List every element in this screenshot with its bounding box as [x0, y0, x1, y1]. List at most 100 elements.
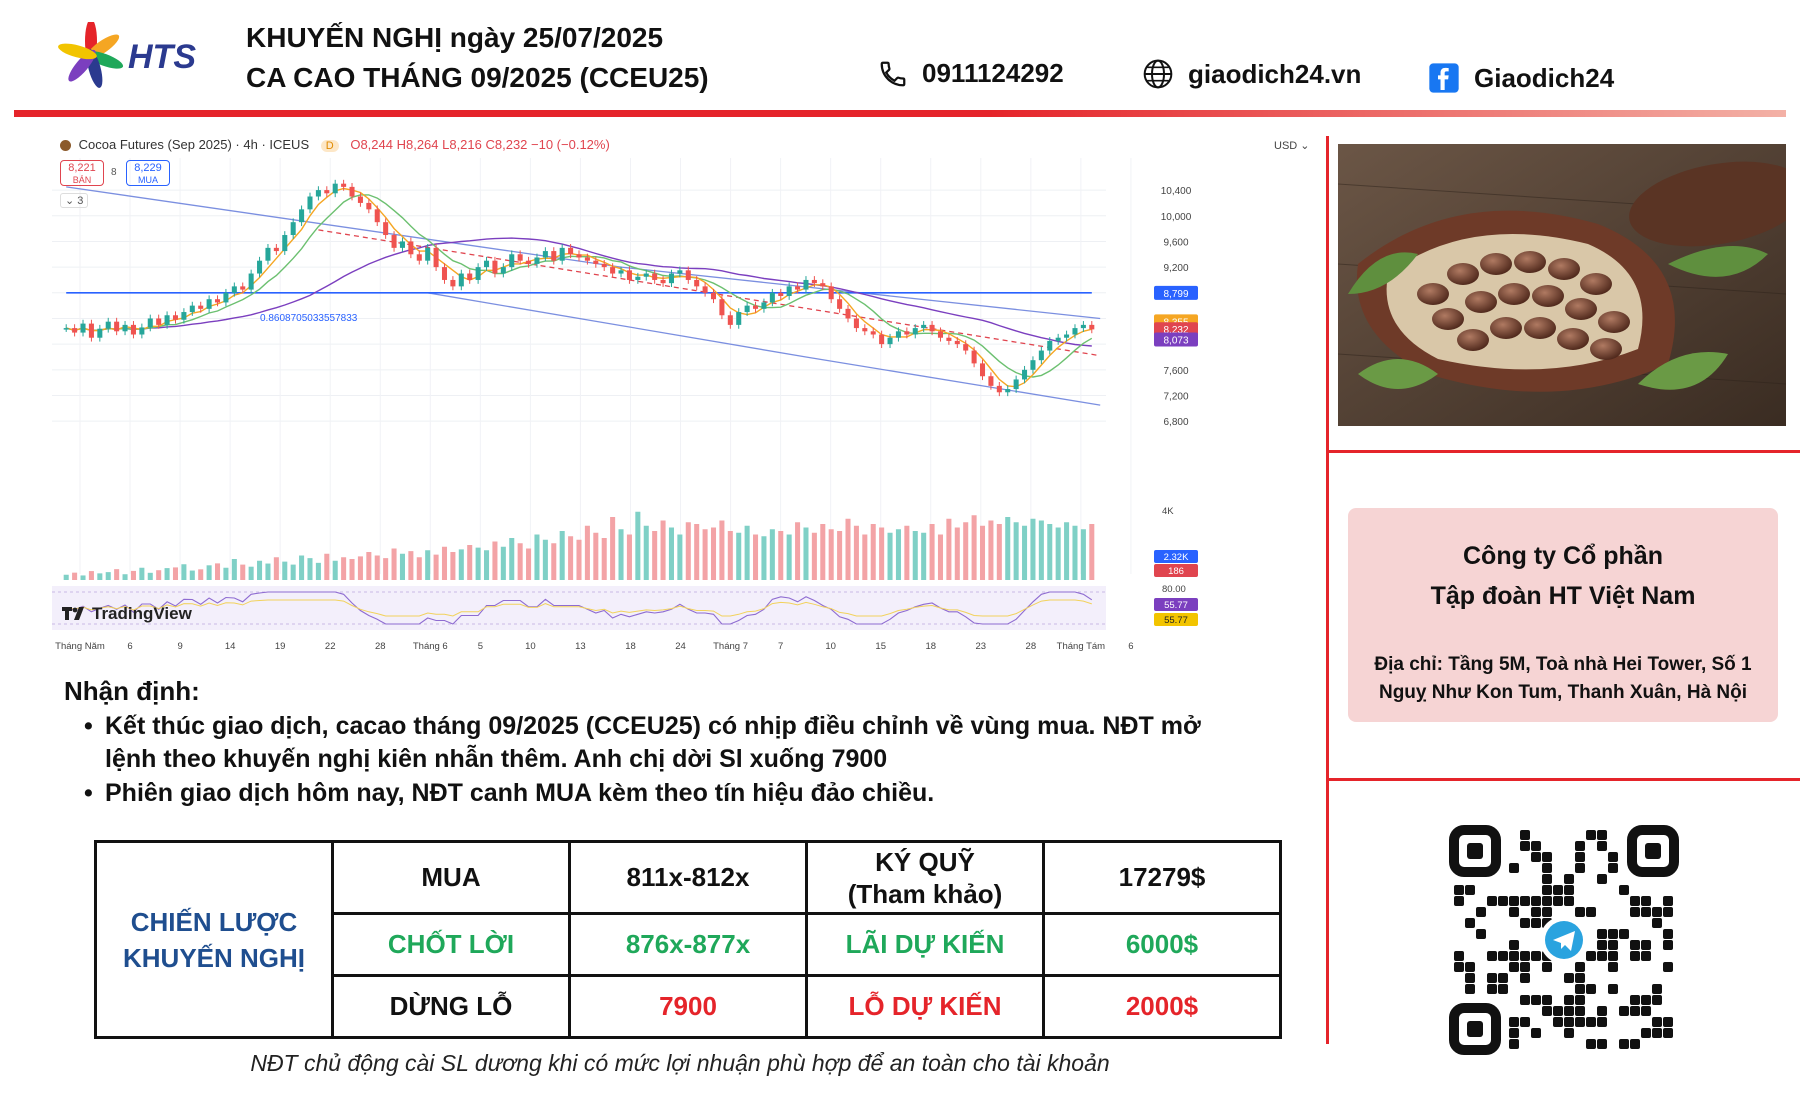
candle-body	[887, 337, 893, 345]
buy-button[interactable]: 8,229 MUA	[126, 160, 170, 186]
qr-cell	[1630, 896, 1640, 906]
sell-label: BÁN	[72, 175, 92, 185]
candle-body	[341, 183, 347, 187]
x-tick-label: 22	[325, 641, 336, 652]
candle-body	[526, 260, 532, 264]
qr-cell	[1663, 929, 1673, 939]
volume-bar	[626, 534, 632, 580]
volume-bar	[273, 557, 279, 580]
qr-cell	[1597, 1006, 1607, 1016]
volume-bar	[391, 548, 397, 580]
candle-body	[988, 376, 994, 386]
volume-bar	[315, 562, 321, 580]
website-text: giaodich24.vn	[1188, 58, 1362, 89]
volume-bar	[618, 529, 624, 580]
qr-cell	[1641, 951, 1651, 961]
qr-cell	[1630, 951, 1640, 961]
volume-badge-text: 2.32K	[1164, 552, 1189, 563]
candle-body	[626, 270, 632, 280]
volume-bar	[1080, 529, 1086, 580]
volume-bar	[593, 532, 599, 580]
candle-body	[837, 299, 843, 309]
qr-cell	[1630, 1039, 1640, 1049]
facebook-link[interactable]: Giaodich24	[1428, 62, 1614, 94]
volume-badge-text: 186	[1168, 566, 1184, 577]
indicator-toggle[interactable]: ⌄ 3	[60, 193, 89, 208]
strategy-table: CHIẾN LƯỢC KHUYẾN NGHỊ MUA 811x-812x KÝ …	[94, 840, 1282, 1039]
volume-bar	[744, 525, 750, 580]
website-link[interactable]: giaodich24.vn	[1142, 58, 1361, 90]
facebook-icon	[1429, 63, 1459, 93]
interval-badge[interactable]: D	[320, 140, 339, 152]
candle-body	[643, 273, 649, 277]
qr-cell	[1586, 951, 1596, 961]
volume-bar	[988, 520, 994, 580]
volume-bar	[105, 572, 111, 580]
x-tick-label: 10	[825, 641, 836, 652]
volume-tick-label: 4K	[1162, 506, 1174, 517]
currency-select[interactable]: USD ⌄	[1274, 140, 1310, 152]
volume-bar	[904, 525, 910, 580]
price-label-badge	[1154, 332, 1198, 347]
candle-body	[399, 241, 405, 248]
qr-cell	[1476, 907, 1486, 917]
volume-badge	[1154, 564, 1198, 577]
qr-cell	[1597, 1039, 1607, 1049]
commentary-line-2: lệnh theo khuyến nghị kiên nhẫn thêm. An…	[105, 745, 888, 773]
x-tick-label: 18	[925, 641, 936, 652]
price-label-text: 8,073	[1163, 335, 1188, 346]
commentary-line-1: Kết thúc giao dịch, cacao tháng 09/2025 …	[105, 712, 1201, 740]
x-tick-label: 28	[1026, 641, 1037, 652]
volume-bar	[954, 527, 960, 580]
volume-bar	[568, 536, 574, 580]
candle-body	[979, 363, 986, 377]
candle-body	[668, 273, 674, 284]
volume-bar	[240, 564, 246, 580]
volume-bar	[172, 567, 179, 580]
candle-body	[1013, 379, 1019, 390]
x-tick-label: 13	[575, 641, 586, 652]
candle-body	[912, 328, 918, 335]
volume-bar	[475, 547, 481, 580]
candle-body	[534, 257, 540, 264]
x-tick-label: 15	[875, 641, 886, 652]
volume-bar	[517, 543, 523, 580]
qr-cell	[1663, 1028, 1673, 1038]
qr-cell	[1498, 973, 1508, 983]
page-title-date: KHUYẾN NGHỊ ngày 25/07/2025	[246, 22, 664, 53]
volume-bar	[189, 570, 195, 580]
qr-cell	[1663, 1017, 1673, 1027]
candle-body	[618, 270, 624, 274]
candle-body	[660, 279, 666, 284]
volume-bar	[710, 527, 717, 580]
qr-cell	[1652, 1017, 1662, 1027]
sell-button[interactable]: 8,221 BÁN	[60, 160, 104, 186]
candle-body	[820, 283, 826, 287]
volume-bar	[937, 534, 944, 580]
volume-bars: 4K 2.32K 186	[63, 506, 1198, 580]
expected-profit-label-cell: LÃI DỰ KIẾN	[805, 912, 1045, 977]
candle-body	[568, 247, 574, 255]
qr-cell	[1608, 951, 1618, 961]
candle-body	[122, 324, 128, 332]
candle-body	[189, 305, 195, 313]
volume-bar	[299, 555, 305, 580]
candle-body	[971, 350, 977, 364]
qr-cell	[1597, 951, 1607, 961]
qr-cell	[1520, 962, 1530, 972]
header-divider	[14, 110, 1786, 117]
telegram-qr-code[interactable]	[1444, 820, 1684, 1060]
volume-bar	[425, 550, 431, 580]
candle-body	[694, 279, 700, 287]
phone-contact[interactable]: 0911124292	[878, 58, 1064, 89]
buy-label: MUA	[138, 175, 158, 185]
candle-body	[214, 299, 221, 303]
currency-label: USD	[1274, 140, 1298, 152]
qr-cell	[1575, 984, 1585, 994]
volume-bar	[450, 552, 456, 580]
qr-cell	[1575, 973, 1585, 983]
y-tick-label: 10,400	[1161, 186, 1192, 197]
company-address-line1: Địa chỉ: Tầng 5M, Toà nhà Hei Tower, Số …	[1374, 654, 1752, 675]
x-tick-label: 9	[177, 641, 182, 652]
